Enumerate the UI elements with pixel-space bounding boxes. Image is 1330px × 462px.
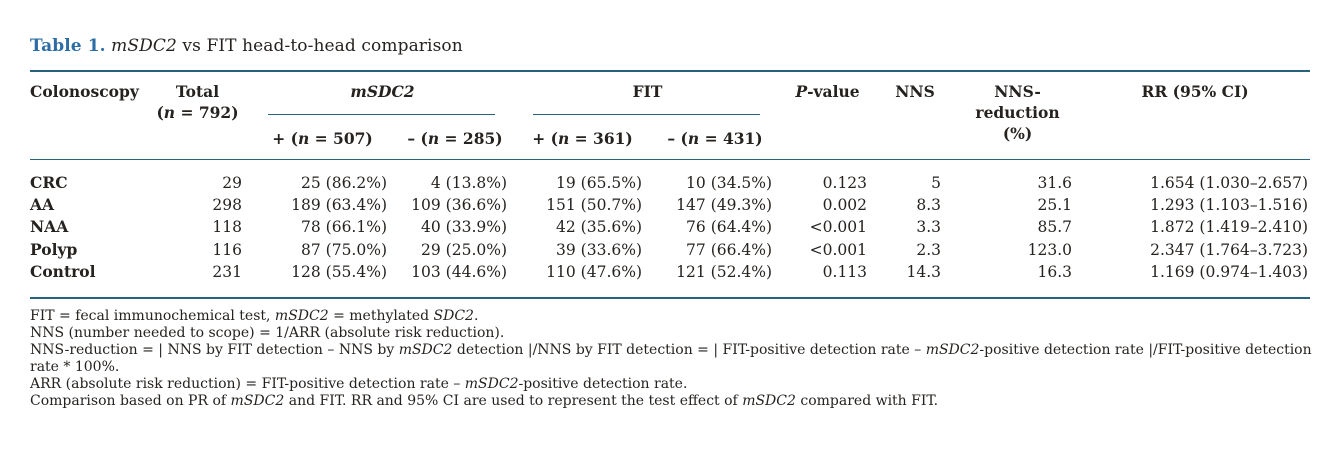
col-header-colonoscopy: Colonoscopy [30,82,139,101]
cell-rr: 1.293 (1.103–1.516) [1150,195,1309,214]
cell-nns-reduction: 25.1 [1037,195,1073,214]
table-caption-label: Table 1. [30,36,106,56]
cell-fit-negative: 77 (66.4%) [686,240,773,259]
col-header-nns-reduction-line2: (%) [1002,124,1033,143]
col-header-total: Total (n = 792) [145,71,250,159]
cell-fit-negative: 121 (52.4%) [676,263,773,282]
col-subheader-fit-negative: – (n = 431) [667,128,763,148]
footnote-nns-reduction-definition: NNS-reduction = | NNS by FIT detection –… [30,341,1312,375]
cell-nns: 8.3 [916,195,942,214]
footnote-comparison-note: Comparison based on PR of mSDC2 and FIT.… [30,392,939,409]
cell-total: 29 [222,173,242,192]
col-subheader-fit-positive: + (n = 361) [532,128,633,148]
cell-pvalue: 0.113 [822,263,868,282]
col-header-total-line2: (n = 792) [156,103,239,122]
cell-rr: 1.872 (1.419–2.410) [1150,218,1309,237]
cell-pvalue: <0.001 [809,240,868,259]
cell-nns: 5 [931,173,942,192]
col-header-pvalue: P-value [795,82,860,101]
cell-msdc2-positive: 87 (75.0%) [301,240,387,259]
row-label: Polyp [30,239,78,259]
cell-fit-positive: 151 (50.7%) [546,195,643,214]
cell-nns-reduction: 16.3 [1037,263,1073,282]
cell-total: 116 [212,240,242,259]
cell-msdc2-negative: 4 (13.8%) [430,173,508,192]
cell-pvalue: 0.002 [822,195,868,214]
col-header-rr: RR (95% CI) [1141,82,1249,101]
cell-nns-reduction: 31.6 [1037,173,1073,192]
table-row-naa: NAA 118 78 (66.1%) 40 (33.9%) 42 (35.6%)… [30,216,1310,238]
cell-nns-reduction: 85.7 [1037,218,1073,237]
cell-msdc2-positive: 25 (86.2%) [301,173,387,192]
cell-rr: 1.169 (0.974–1.403) [1150,263,1309,282]
col-subheader-msdc2-positive: + (n = 507) [272,128,373,148]
cell-msdc2-negative: 109 (36.6%) [411,195,508,214]
table-footnotes: FIT = fecal immunochemical test, mSDC2 =… [30,308,1315,410]
row-label: CRC [30,172,68,192]
cell-total: 231 [212,263,242,282]
table-row-aa: AA 298 189 (63.4%) 109 (36.6%) 151 (50.7… [30,194,1310,216]
col-header-nns-reduction: NNS-reduction (%) [955,71,1080,159]
row-label: AA [30,194,55,214]
cell-pvalue: <0.001 [809,218,868,237]
cell-fit-positive: 39 (33.6%) [556,240,643,259]
comparison-table: Colonoscopy Total (n = 792) mSDC2 FIT P-… [30,70,1311,299]
page: Table 1. mSDC2 vs FIT head-to-head compa… [30,34,1312,409]
cell-nns: 3.3 [916,218,942,237]
cell-msdc2-negative: 103 (44.6%) [411,263,508,282]
col-group-msdc2: mSDC2 [250,71,515,115]
table-caption-text: vs FIT head-to-head comparison [176,36,463,56]
cell-pvalue: 0.123 [822,173,868,192]
cell-fit-negative: 10 (34.5%) [686,173,773,192]
cell-msdc2-positive: 189 (63.4%) [291,195,387,214]
cell-fit-negative: 76 (64.4%) [686,218,773,237]
table-caption-gene: mSDC2 [105,36,177,56]
footnote-arr-definition: ARR (absolute risk reduction) = FIT-posi… [30,375,688,392]
col-group-msdc2-label: mSDC2 [350,82,415,101]
cell-total: 118 [212,218,242,237]
cell-nns: 14.3 [906,263,942,282]
cell-fit-positive: 19 (65.5%) [556,173,643,192]
col-header-nns: NNS [895,82,935,101]
footnote-nns-definition: NNS (number needed to scope) = 1/ARR (ab… [30,324,505,341]
footnote-abbreviations: FIT = fecal immunochemical test, mSDC2 =… [30,307,479,324]
table-row-polyp: Polyp 116 87 (75.0%) 29 (25.0%) 39 (33.6… [30,239,1310,261]
fit-spanner-rule [533,114,761,115]
msdc2-spanner-rule [268,114,496,115]
table-body: CRC 29 25 (86.2%) 4 (13.8%) 19 (65.5%) 1… [30,159,1310,298]
table-row-crc: CRC 29 25 (86.2%) 4 (13.8%) 19 (65.5%) 1… [30,159,1310,194]
col-header-total-line1: Total [175,82,220,101]
cell-fit-positive: 42 (35.6%) [556,218,643,237]
cell-msdc2-positive: 128 (55.4%) [291,263,387,282]
cell-msdc2-negative: 29 (25.0%) [421,240,508,259]
col-group-fit-label: FIT [632,82,663,101]
table-caption: Table 1. mSDC2 vs FIT head-to-head compa… [30,34,1290,58]
cell-total: 298 [212,195,242,214]
col-subheader-msdc2-negative: – (n = 285) [407,128,503,148]
col-group-fit: FIT [515,71,780,115]
cell-nns-reduction: 123.0 [1027,240,1073,259]
row-label: Control [30,262,96,282]
table-header: Colonoscopy Total (n = 792) mSDC2 FIT P-… [30,71,1311,159]
cell-rr: 1.654 (1.030–2.657) [1150,173,1309,192]
cell-fit-positive: 110 (47.6%) [546,263,643,282]
cell-fit-negative: 147 (49.3%) [676,195,773,214]
cell-msdc2-negative: 40 (33.9%) [421,218,508,237]
row-label: NAA [30,217,69,237]
cell-msdc2-positive: 78 (66.1%) [301,218,387,237]
cell-rr: 2.347 (1.764–3.723) [1150,240,1309,259]
col-header-nns-reduction-line1: NNS-reduction [975,82,1060,122]
table-row-control: Control 231 128 (55.4%) 103 (44.6%) 110 … [30,261,1310,297]
cell-nns: 2.3 [916,240,942,259]
